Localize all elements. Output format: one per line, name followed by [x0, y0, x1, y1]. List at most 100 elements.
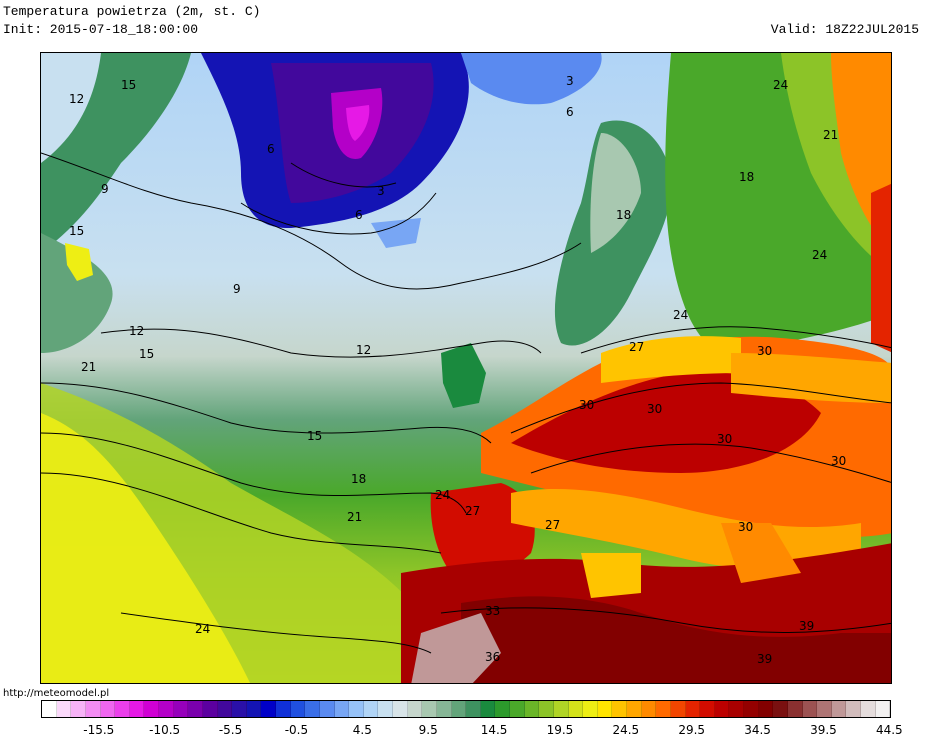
contour-label: 15	[69, 224, 84, 238]
color-scale-tick-label: 9.5	[418, 723, 438, 737]
color-scale-swatch	[583, 701, 598, 717]
contour-label: 12	[129, 324, 144, 338]
contour-label: 33	[485, 604, 500, 618]
contour-label: 27	[465, 504, 480, 518]
color-scale-swatch	[129, 701, 145, 717]
isotherm-24	[120, 612, 432, 654]
color-scale-swatch	[305, 701, 320, 717]
color-scale-swatch	[261, 701, 276, 717]
color-scale-swatch	[466, 701, 481, 717]
color-scale-swatch	[393, 701, 408, 717]
contour-label: 18	[351, 472, 366, 486]
contour-label: 30	[579, 398, 594, 412]
color-scale-swatch	[202, 701, 218, 717]
color-scale-tick-label: 39.5	[810, 723, 837, 737]
contour-label: 18	[616, 208, 631, 222]
isotherm-lines	[41, 152, 891, 654]
british-isles	[441, 343, 486, 408]
contour-label: 12	[356, 343, 371, 357]
greenland-coldest	[346, 105, 370, 141]
contour-label-group: 12 15 9 15 6 3 6 3 6 9 12 15 21 12 15 18…	[69, 74, 846, 666]
color-scale-swatch	[627, 701, 642, 717]
color-scale-swatch	[612, 701, 627, 717]
color-scale-tick-label: 24.5	[612, 723, 640, 737]
color-scale-swatch	[71, 701, 86, 717]
color-scale-swatch	[217, 701, 233, 717]
isotherm-12	[100, 328, 542, 358]
europe-hot-core	[511, 372, 821, 473]
color-scale-swatch	[802, 701, 818, 717]
iberia	[430, 483, 535, 577]
isotherm-21	[41, 472, 442, 554]
ukraine-band	[731, 353, 891, 403]
germany-band	[601, 336, 741, 383]
valid-time: Valid: 18Z22JUL2015	[770, 22, 919, 37]
contour-label: 6	[355, 208, 363, 222]
color-scale-swatch	[42, 701, 57, 717]
color-scale-swatch	[729, 701, 744, 717]
isotherm-6	[240, 192, 437, 235]
color-scale-swatch	[861, 701, 876, 717]
contour-label: 39	[757, 652, 772, 666]
map-title: Temperatura powietrza (2m, st. C)	[3, 4, 261, 19]
color-scale-swatch	[817, 701, 832, 717]
contour-label: 21	[81, 360, 96, 374]
color-scale-swatch	[422, 701, 437, 717]
contour-label: 39	[799, 619, 814, 633]
contour-label: 24	[195, 622, 210, 636]
contour-label: 9	[101, 182, 109, 196]
isotherm-9	[41, 152, 582, 290]
color-scale-swatch	[773, 701, 788, 717]
contour-label: 3	[377, 184, 385, 198]
color-scale-swatch	[495, 701, 510, 717]
contour-label: 15	[307, 429, 322, 443]
map-canvas: 12 15 9 15 6 3 6 3 6 9 12 15 21 12 15 18…	[41, 53, 891, 683]
tunisia-cooler	[581, 553, 641, 598]
color-scale-swatch	[188, 701, 203, 717]
great-lakes-warm-spot	[65, 243, 93, 281]
atlas-mountains	[411, 613, 501, 683]
color-scale-swatch	[524, 701, 540, 717]
contour-label: 6	[267, 142, 275, 156]
color-scale-swatch	[100, 701, 116, 717]
isotherm-27	[510, 382, 891, 434]
color-scale-swatch	[276, 701, 291, 717]
contour-label: 30	[831, 454, 846, 468]
color-scale-swatch	[700, 701, 715, 717]
contour-label: 15	[139, 347, 154, 361]
isotherm-15	[41, 382, 492, 444]
color-scale-swatch	[159, 701, 174, 717]
contour-label: 3	[566, 74, 574, 88]
arctic-ocean	[461, 53, 602, 105]
contour-label: 9	[233, 282, 241, 296]
isotherm-30	[530, 443, 891, 483]
color-scale-ticks: -15.5 -10.5 -5.5 -0.5 4.5 9.5 14.5 19.5 24.5 29.5…	[41, 723, 902, 738]
color-scale-swatch	[290, 701, 306, 717]
color-scale-swatch	[714, 701, 730, 717]
contour-label: 30	[757, 344, 772, 358]
color-scale-swatch	[363, 701, 379, 717]
color-scale-swatch	[334, 701, 350, 717]
color-scale-tick-label: 29.5	[678, 723, 706, 737]
source-url[interactable]: http://meteomodel.pl	[3, 688, 110, 699]
contour-label: 30	[738, 520, 753, 534]
baffin-sea	[41, 53, 101, 163]
color-scale-swatch	[85, 701, 101, 717]
color-scale-tick-label: -5.5	[218, 723, 243, 737]
temperature-map: 12 15 9 15 6 3 6 3 6 9 12 15 21 12 15 18…	[40, 52, 892, 684]
contour-label: 24	[673, 308, 688, 322]
contour-label: 36	[485, 650, 500, 664]
color-scale-swatch	[407, 701, 423, 717]
color-scale-swatch	[232, 701, 247, 717]
color-scale-tick-label: 4.5	[352, 723, 372, 737]
color-scale-swatch	[480, 701, 496, 717]
color-scale-swatch	[568, 701, 584, 717]
color-scale-tick-label: 34.5	[744, 723, 771, 737]
color-scale-tick-label: -10.5	[149, 723, 181, 737]
color-scale-swatch	[787, 701, 803, 717]
color-scale-swatch	[641, 701, 657, 717]
isotherm-24-europe	[580, 326, 891, 354]
color-scale-swatch	[56, 701, 72, 717]
color-scale-swatch	[846, 701, 861, 717]
contour-label: 30	[647, 402, 662, 416]
